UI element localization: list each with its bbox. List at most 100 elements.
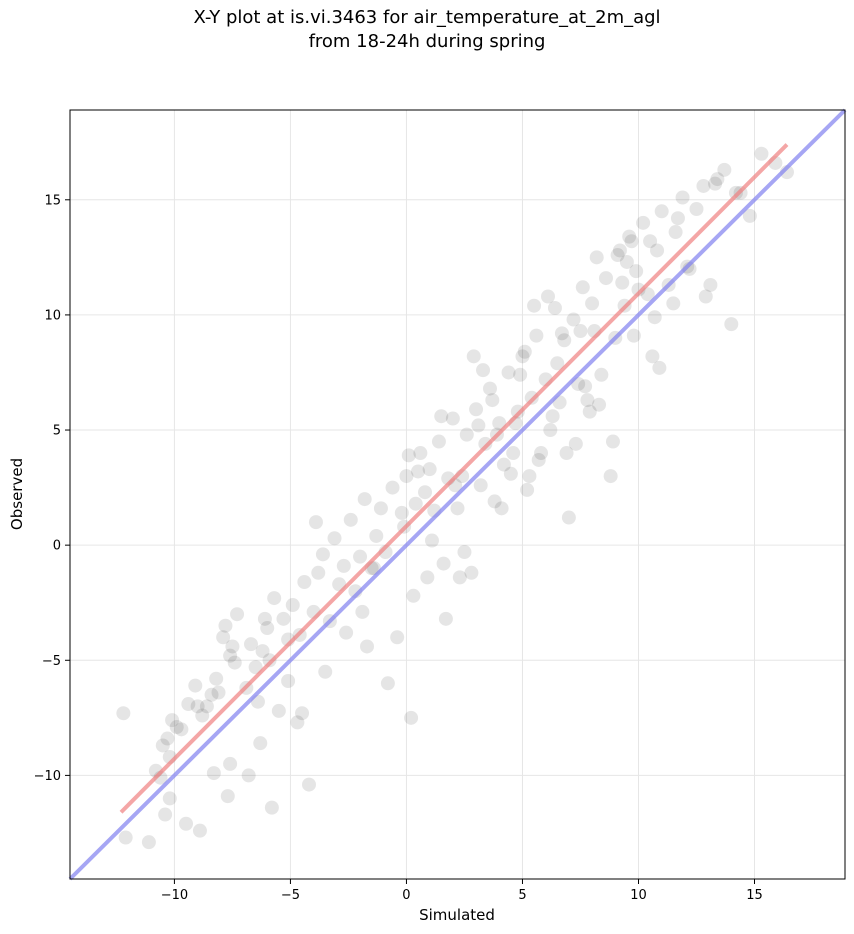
data-point	[534, 446, 549, 461]
data-point	[230, 607, 245, 622]
data-point	[436, 556, 451, 571]
data-point	[408, 496, 423, 511]
data-point	[585, 296, 600, 311]
data-point	[666, 296, 681, 311]
data-point	[492, 416, 507, 431]
data-point	[420, 570, 435, 585]
data-point	[218, 618, 233, 633]
data-point	[336, 558, 351, 573]
data-point	[559, 446, 574, 461]
data-point	[482, 381, 497, 396]
data-point	[529, 328, 544, 343]
x-tick-label: 0	[402, 888, 410, 903]
data-point	[469, 402, 484, 417]
data-point	[243, 637, 258, 652]
data-point	[295, 706, 310, 721]
data-point	[580, 393, 595, 408]
data-point	[315, 547, 330, 562]
data-point	[689, 202, 704, 217]
data-point	[631, 282, 646, 297]
data-point	[464, 565, 479, 580]
grid-lines	[70, 110, 845, 879]
data-point	[195, 708, 210, 723]
data-point	[506, 446, 521, 461]
data-point	[668, 225, 683, 240]
y-tick-label: 5	[53, 424, 61, 439]
data-point	[503, 466, 518, 481]
data-point	[582, 404, 597, 419]
data-point	[216, 630, 231, 645]
data-point	[285, 598, 300, 613]
data-point	[271, 703, 286, 718]
data-point	[385, 480, 400, 495]
data-point	[543, 423, 558, 438]
data-point	[424, 533, 439, 548]
data-point	[652, 360, 667, 375]
data-point	[357, 492, 372, 507]
data-point	[457, 545, 472, 560]
x-tick-label: 10	[630, 888, 647, 903]
data-point	[190, 699, 205, 714]
data-point	[698, 289, 713, 304]
data-point	[118, 830, 133, 845]
data-point	[522, 469, 537, 484]
data-point	[452, 570, 467, 585]
data-point	[227, 655, 242, 670]
data-point	[339, 625, 354, 640]
data-point	[557, 333, 572, 348]
data-point	[220, 789, 235, 804]
data-point	[466, 349, 481, 364]
data-point	[209, 671, 224, 686]
data-point	[742, 208, 757, 223]
identity-line	[68, 108, 847, 881]
data-point	[478, 436, 493, 451]
data-point	[355, 604, 370, 619]
data-point	[517, 344, 532, 359]
data-point	[531, 452, 546, 467]
data-point	[724, 317, 739, 332]
data-point	[276, 611, 291, 626]
data-point	[162, 791, 177, 806]
data-point	[413, 446, 428, 461]
data-point	[169, 720, 184, 735]
regression-line	[119, 143, 789, 814]
data-point	[589, 250, 604, 265]
data-point	[422, 462, 437, 477]
data-point	[573, 324, 588, 339]
data-point	[411, 464, 426, 479]
data-point	[703, 277, 718, 292]
data-point	[401, 448, 416, 463]
data-point	[158, 807, 173, 822]
x-tick-label: −10	[161, 888, 188, 903]
chart-title-line-2: from 18-24h during spring	[308, 31, 546, 52]
data-point	[438, 611, 453, 626]
data-point	[670, 211, 685, 226]
data-point	[485, 393, 500, 408]
data-point	[645, 349, 660, 364]
y-tick-label: −5	[42, 654, 61, 669]
data-point	[527, 298, 542, 313]
data-point	[353, 549, 368, 564]
data-point	[615, 275, 630, 290]
data-point	[192, 823, 207, 838]
data-point	[434, 409, 449, 424]
data-point	[626, 328, 641, 343]
x-tick-label: 5	[518, 888, 526, 903]
data-point	[550, 356, 565, 371]
data-point	[594, 367, 609, 382]
x-tick-label: 15	[746, 888, 763, 903]
data-point	[636, 215, 651, 230]
data-point	[267, 591, 282, 606]
chart-title-line-1: X-Y plot at is.vi.3463 for air_temperatu…	[193, 7, 661, 28]
x-axis-label: Simulated	[419, 906, 495, 924]
data-point	[181, 697, 196, 712]
data-point	[592, 397, 607, 412]
data-point	[515, 349, 530, 364]
data-point	[494, 501, 509, 516]
data-point	[369, 528, 384, 543]
data-point	[260, 621, 275, 636]
data-point	[257, 611, 272, 626]
data-point	[710, 172, 725, 187]
y-tick-label: 10	[44, 308, 61, 323]
